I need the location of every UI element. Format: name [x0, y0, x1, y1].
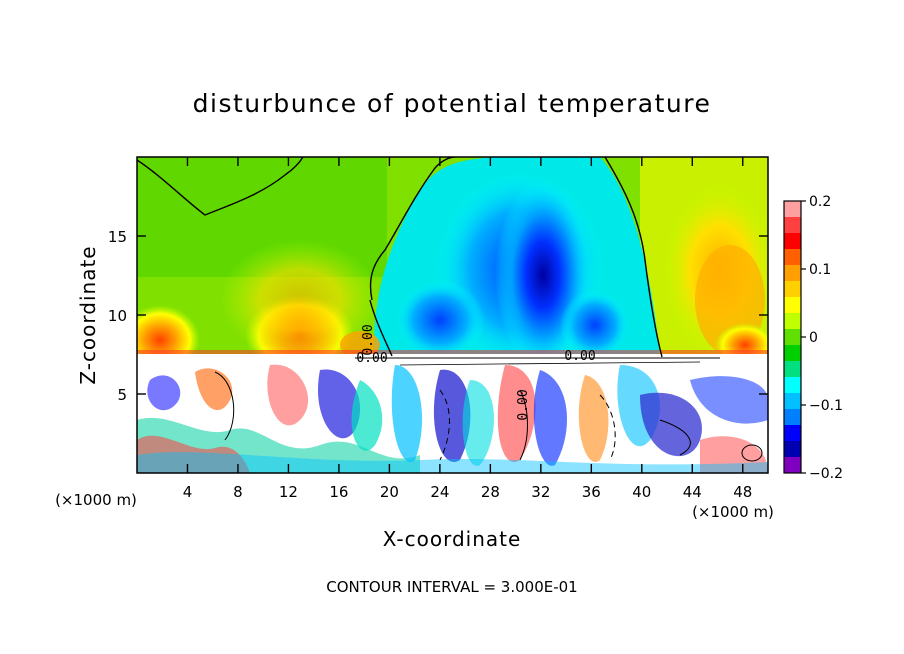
contour-label: 0.00	[564, 349, 595, 364]
colorbar-swatch	[784, 313, 801, 330]
x-tick-label: 4	[183, 483, 193, 501]
colorbar-swatch	[784, 393, 801, 410]
colorbar-swatch	[784, 329, 801, 346]
colorbar-swatch	[784, 377, 801, 394]
contour-lines	[137, 157, 763, 462]
x-tick-label: 20	[380, 483, 399, 501]
colorbar-swatch	[784, 249, 801, 266]
y-axis: 5 10 15	[108, 228, 768, 404]
colorbar-tick-label: 0.1	[809, 262, 831, 278]
x-tick-label: 44	[683, 483, 702, 501]
x-tick-label: 32	[531, 483, 550, 501]
contour-label: 0.00	[356, 351, 387, 366]
colorbar-tick-label: 0	[809, 330, 818, 346]
x-tick-label: 40	[632, 483, 651, 501]
chart-title: disturbunce of potential temperature	[193, 89, 712, 118]
x-tick-label: 8	[233, 483, 243, 501]
y-tick-label: 5	[117, 386, 127, 404]
colorbar: 0.2 0.1 0 −0.1 −0.2	[783, 194, 843, 482]
colorbar-swatch	[784, 345, 801, 362]
y-axis-label: Z-coordinate	[76, 245, 100, 384]
colorbar-swatch	[784, 441, 801, 458]
y-tick-label: 15	[108, 228, 127, 246]
contour-labels: 0.00 0.00 0.00 0.00	[356, 324, 595, 420]
x-tick-label: 12	[279, 483, 298, 501]
colorbar-swatch	[784, 361, 801, 378]
x-tick-label: 24	[430, 483, 449, 501]
contour-label: 0.00	[361, 324, 376, 355]
colorbar-swatch	[784, 265, 801, 282]
x-axis: 4 8 12 16 20 24 28 32 36 40 44 48	[183, 157, 752, 501]
colorbar-swatch	[784, 201, 801, 218]
x-axis-label: X-coordinate	[383, 527, 522, 551]
colorbar-swatch	[784, 217, 801, 234]
x-tick-label: 36	[582, 483, 601, 501]
contour-interval-text: CONTOUR INTERVAL = 3.000E-01	[326, 578, 577, 596]
colorbar-tick-label: 0.2	[809, 194, 831, 210]
colorbar-swatch	[784, 281, 801, 298]
colorbar-tick-label: −0.1	[809, 398, 843, 414]
colorbar-swatch	[784, 425, 801, 442]
x-tick-label: 16	[329, 483, 348, 501]
x-tick-label: 48	[733, 483, 752, 501]
colorbar-swatch	[784, 297, 801, 314]
colorbar-swatch	[784, 233, 801, 250]
colorbar-swatch	[784, 409, 801, 426]
colorbar-swatch	[784, 457, 801, 474]
z-unit-label: (×1000 m)	[55, 491, 137, 509]
colorbar-tick-label: −0.2	[809, 466, 843, 482]
x-unit-label: (×1000 m)	[692, 503, 774, 521]
contour-label: 0.00	[516, 389, 531, 420]
contour-field	[137, 157, 768, 473]
y-tick-label: 10	[108, 307, 127, 325]
x-tick-label: 28	[481, 483, 500, 501]
